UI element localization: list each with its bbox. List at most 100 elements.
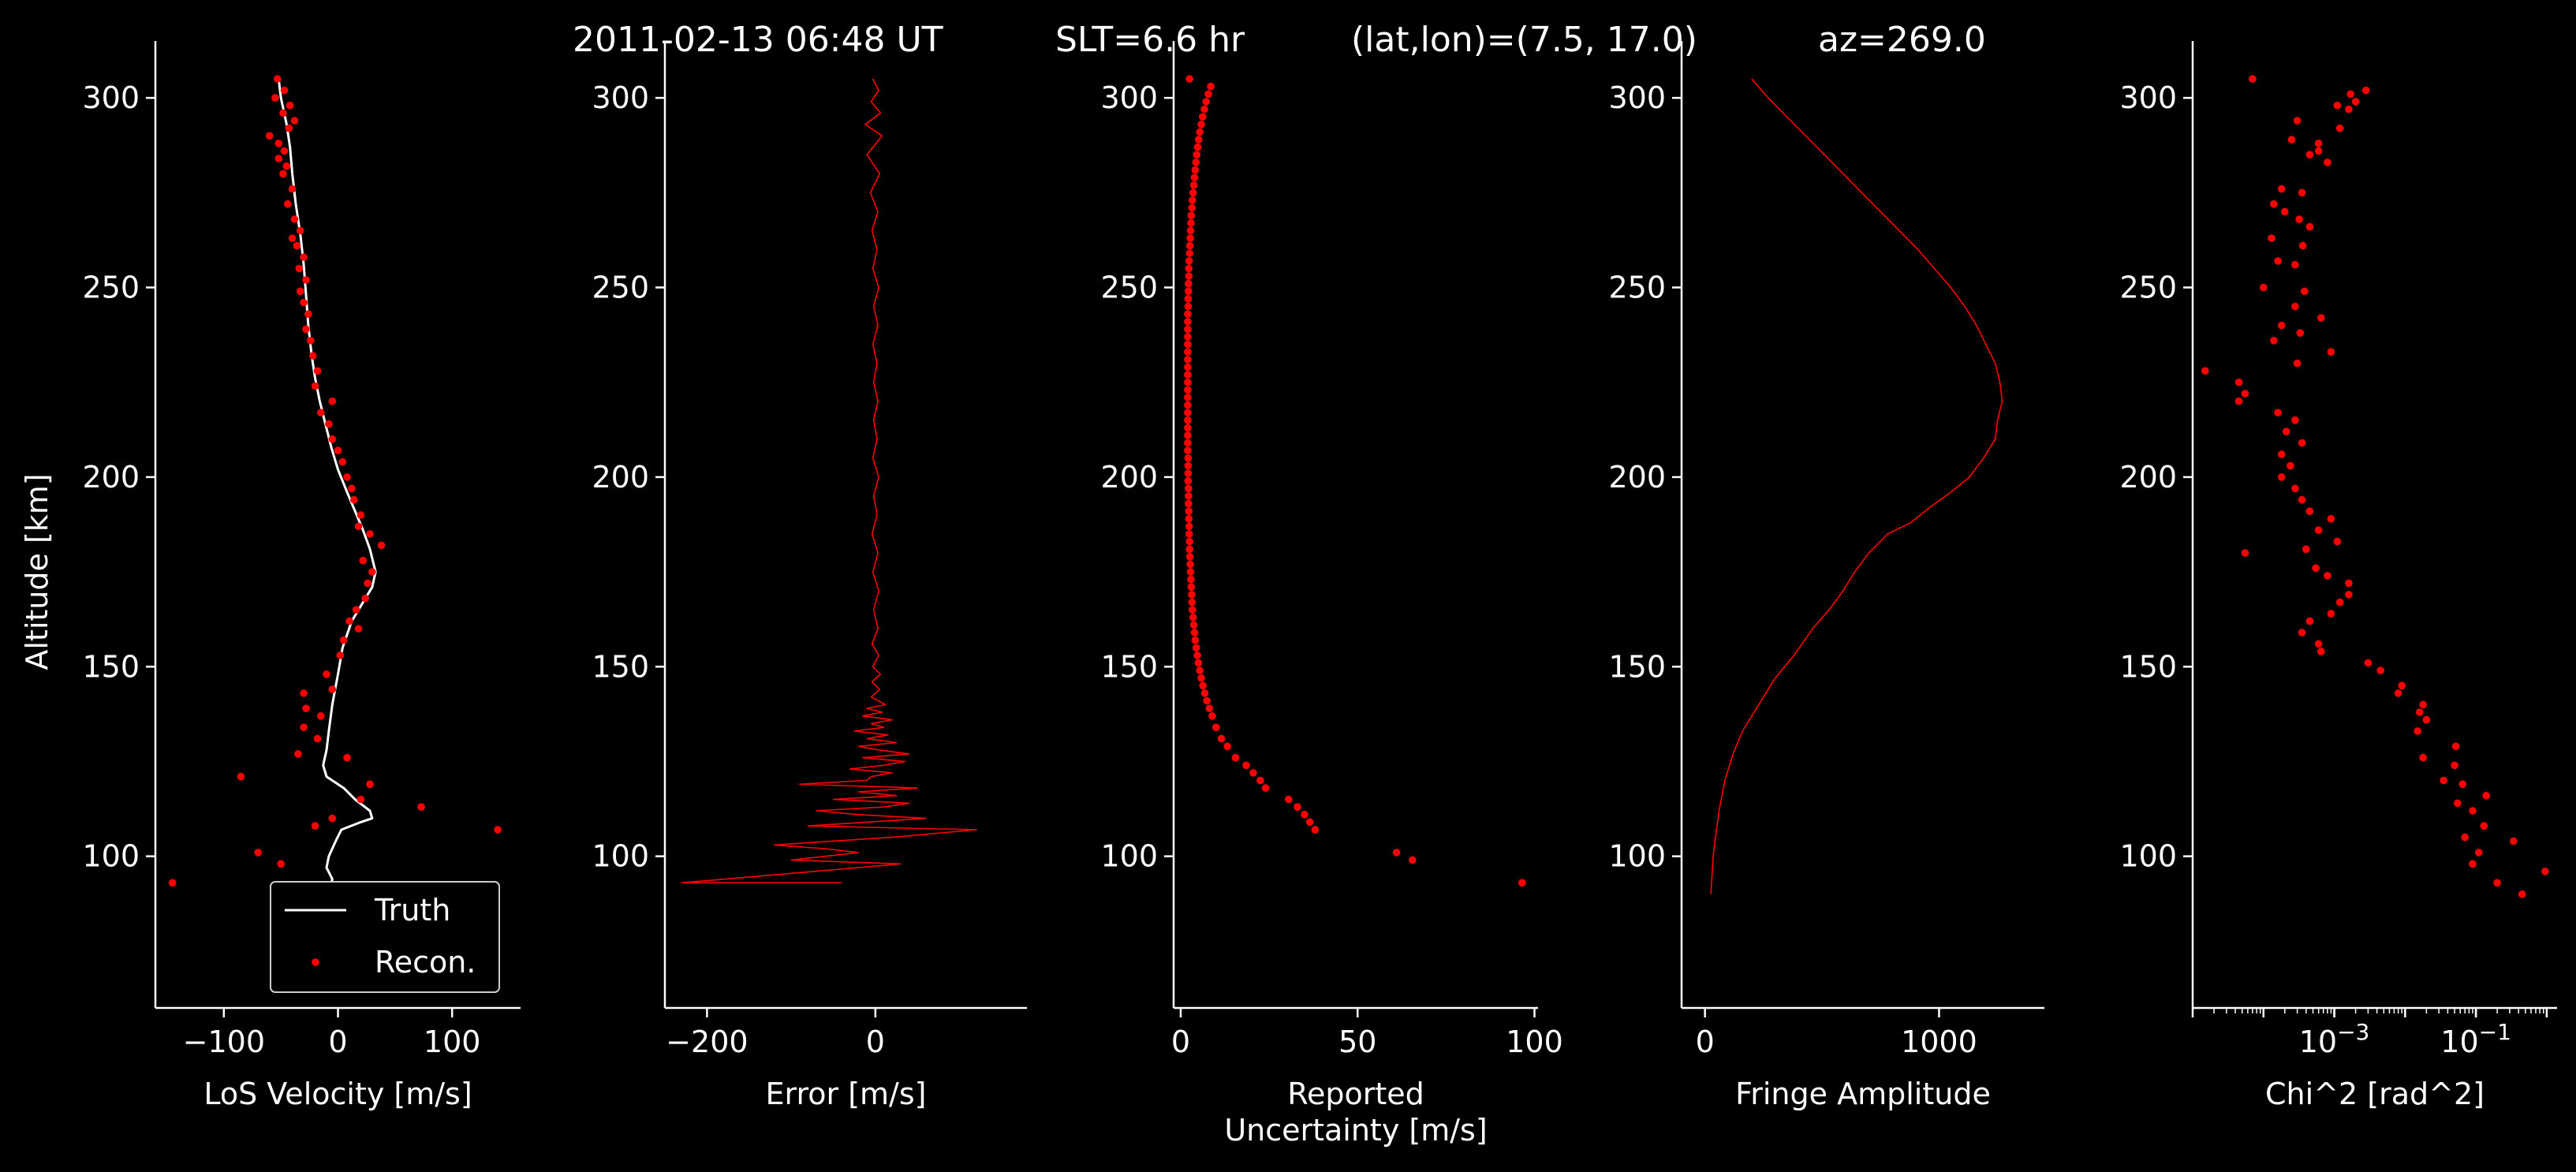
- data-point: [1305, 818, 1314, 827]
- data-point: [1184, 356, 1192, 364]
- data-point: [1202, 98, 1211, 106]
- data-point: [317, 409, 325, 416]
- y-tick-label: 300: [2119, 80, 2177, 115]
- data-point: [2493, 879, 2501, 887]
- x-tick-label: 0: [1171, 1025, 1190, 1059]
- data-point: [328, 435, 337, 443]
- series-points: [2201, 75, 2549, 898]
- data-point: [2480, 822, 2488, 830]
- data-point: [2302, 545, 2310, 554]
- data-point: [1200, 105, 1208, 114]
- data-point: [1184, 424, 1192, 432]
- data-point: [282, 162, 291, 170]
- data-point: [417, 803, 425, 811]
- data-point: [271, 94, 279, 102]
- data-point: [1187, 583, 1196, 592]
- data-point: [294, 750, 302, 758]
- y-tick-label: 100: [82, 839, 140, 874]
- data-point: [2305, 151, 2314, 159]
- data-point: [1186, 234, 1194, 242]
- data-point: [1184, 318, 1192, 326]
- title-time: 2011-02-13 06:48 UT: [573, 20, 943, 60]
- data-point: [313, 734, 322, 743]
- data-point: [1199, 113, 1207, 121]
- y-tick-label: 200: [2119, 460, 2177, 495]
- data-point: [2270, 337, 2278, 345]
- data-point: [1185, 537, 1193, 546]
- data-point: [345, 617, 353, 625]
- data-point: [2277, 473, 2286, 481]
- data-point: [2234, 397, 2243, 405]
- series-line: [1710, 78, 2003, 894]
- y-tick-label: 200: [82, 460, 140, 495]
- y-tick-label: 250: [2119, 271, 2177, 305]
- data-point: [2333, 101, 2342, 110]
- data-point: [368, 568, 376, 576]
- data-point: [2287, 136, 2296, 144]
- title-latlon: (lat,lon)=(7.5, 17.0): [1351, 20, 1697, 60]
- panel-fringe-amplitude: 100 150 200 250 300 0 1000 Fringe Amplitude: [1608, 41, 2044, 1111]
- data-point: [1187, 219, 1195, 227]
- data-point: [2317, 648, 2325, 655]
- data-point: [2469, 860, 2477, 868]
- data-point: [1190, 174, 1199, 181]
- data-point: [1185, 272, 1193, 280]
- data-point: [168, 879, 177, 887]
- series-points: [1184, 75, 1526, 887]
- data-point: [1189, 621, 1198, 629]
- x-tick-label: 1000: [1901, 1025, 1977, 1059]
- x-axis-label: Chi^2 [rad^2]: [2265, 1077, 2485, 1111]
- data-point: [348, 484, 356, 493]
- data-point: [2291, 484, 2299, 493]
- data-point: [2414, 727, 2421, 735]
- y-tick-label: 250: [1100, 271, 1158, 305]
- data-point: [300, 723, 308, 731]
- data-point: [1184, 386, 1192, 394]
- y-tick-label: 250: [82, 271, 140, 305]
- data-point: [2298, 495, 2306, 504]
- data-point: [2324, 159, 2331, 166]
- data-point: [288, 234, 297, 242]
- data-point: [2305, 617, 2314, 625]
- y-tick-label: 200: [1608, 460, 1666, 495]
- data-point: [1186, 568, 1195, 576]
- data-point: [1217, 734, 1226, 743]
- data-point: [254, 849, 263, 857]
- panel-error: 100 150 200 250 300 −200 0 Error [m/s]: [592, 41, 1027, 1111]
- data-point: [1191, 636, 1200, 644]
- x-tick-label: −100: [183, 1025, 265, 1059]
- data-point: [1185, 264, 1193, 273]
- y-tick-label: 300: [592, 80, 649, 115]
- data-point: [2281, 207, 2289, 216]
- data-point: [1188, 591, 1196, 599]
- data-point: [2518, 890, 2526, 898]
- data-point: [2482, 792, 2490, 800]
- data-point: [1190, 629, 1199, 636]
- panel-reported-uncertainty: 100 150 200 250 300 0 50 100 ReportedUncertainty…: [1100, 41, 1563, 1148]
- data-point: [1184, 333, 1192, 341]
- data-point: [328, 397, 337, 405]
- data-point: [1185, 530, 1193, 538]
- data-point: [1212, 723, 1220, 731]
- data-point: [2469, 807, 2477, 815]
- data-point: [2291, 260, 2299, 269]
- data-point: [366, 530, 374, 538]
- data-point: [302, 704, 310, 712]
- data-point: [286, 101, 294, 110]
- y-tick-label: 150: [1608, 649, 1666, 684]
- y-tick-label: 300: [1100, 80, 1158, 115]
- data-point: [2327, 610, 2335, 618]
- data-point: [1518, 879, 1526, 887]
- data-point: [359, 556, 368, 565]
- y-tick-label: 150: [1100, 649, 1158, 684]
- legend-label: Recon.: [375, 945, 476, 980]
- series-line: [681, 78, 977, 884]
- data-point: [308, 352, 317, 360]
- data-point: [307, 337, 315, 345]
- data-point: [1256, 776, 1264, 785]
- data-point: [1185, 499, 1193, 508]
- x-axis-label: Fringe Amplitude: [1735, 1077, 1991, 1111]
- data-point: [2440, 776, 2447, 785]
- data-point: [288, 185, 297, 193]
- data-point: [274, 75, 282, 83]
